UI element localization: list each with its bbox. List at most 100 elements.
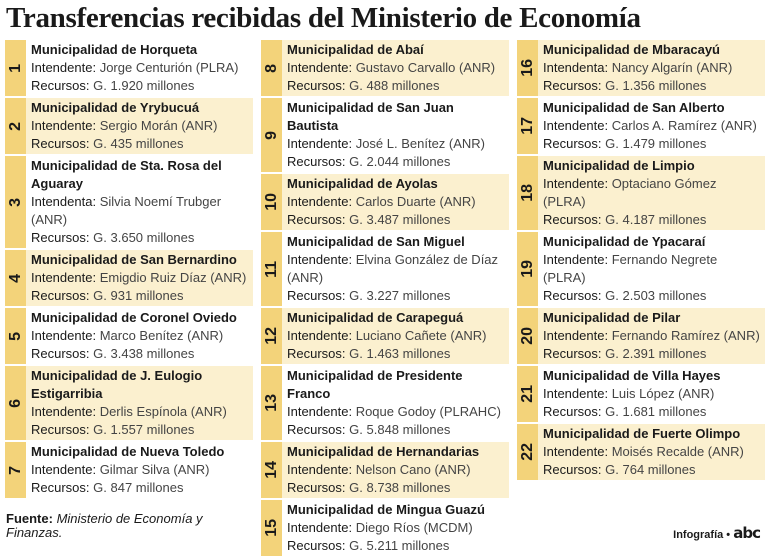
- item-number: 19: [518, 260, 536, 278]
- municipality-name: Municipalidad de J. Eulogio Estigarribia: [31, 368, 203, 401]
- resources-value: G. 488 millones: [349, 78, 440, 93]
- item-number: 18: [518, 184, 536, 202]
- municipality-card: 7 Municipalidad de Nueva Toledo Intendente…: [5, 442, 253, 498]
- card-body: Municipalidad de Villa Hayes Intendente: …: [538, 366, 725, 422]
- municipality-name: Municipalidad de Mingua Guazú: [287, 502, 485, 517]
- resources-row: Recursos: G. 847 millones: [31, 479, 224, 497]
- resources-value: G. 1.463 millones: [349, 346, 451, 361]
- municipality-name: Municipalidad de Limpio: [543, 158, 695, 173]
- resources-value: G. 3.650 millones: [93, 230, 195, 245]
- card-body: Municipalidad de San Bernardino Intendent…: [26, 250, 250, 306]
- resources-row: Recursos: G. 2.391 millones: [543, 345, 760, 363]
- municipality-card: 12 Municipalidad de Carapeguá Intendente: …: [261, 308, 509, 364]
- municipality-card: 11 Municipalidad de San Miguel Intendente:…: [261, 232, 509, 306]
- mayor-row: Intendente: Gustavo Carvallo (ANR): [287, 59, 495, 77]
- number-strip: 20: [517, 308, 538, 364]
- mayor-row: Intendente: Nelson Cano (ANR): [287, 461, 479, 479]
- municipality-card: 18 Municipalidad de Limpio Intendente: Opt…: [517, 156, 765, 230]
- resources-value: G. 5.848 millones: [349, 422, 451, 437]
- number-strip: 21: [517, 366, 538, 422]
- resources-label: Recursos:: [543, 136, 602, 151]
- resources-row: Recursos: G. 3.487 millones: [287, 211, 476, 229]
- resources-label: Recursos:: [31, 480, 90, 495]
- municipality-card: 1 Municipalidad de Horqueta Intendente: Jo…: [5, 40, 253, 96]
- resources-value: G. 3.487 millones: [349, 212, 451, 227]
- resources-label: Recursos:: [287, 346, 346, 361]
- role-label: Intendente:: [287, 252, 353, 267]
- number-strip: 15: [261, 500, 282, 556]
- role-label: Intendenta:: [31, 194, 97, 209]
- mayor-row: Intendente: Fernando Negrete (PLRA): [543, 251, 761, 287]
- role-label: Intendente:: [31, 118, 97, 133]
- title: Transferencias recibidas del Ministerio …: [6, 2, 641, 34]
- card-body: Municipalidad de Limpio Intendente: Optac…: [538, 156, 765, 230]
- role-label: Intendente:: [287, 328, 353, 343]
- resources-row: Recursos: G. 488 millones: [287, 77, 495, 95]
- mayor-name: Optaciano Gómez (PLRA): [543, 176, 717, 209]
- card-body: Municipalidad de San Miguel Intendente: E…: [282, 232, 509, 306]
- resources-value: G. 2.044 millones: [349, 154, 451, 169]
- number-strip: 18: [517, 156, 538, 230]
- card-body: Municipalidad de Hernandarias Intendente:…: [282, 442, 483, 498]
- role-label: Intendente:: [31, 328, 97, 343]
- number-strip: 2: [5, 98, 26, 154]
- resources-row: Recursos: G. 8.738 millones: [287, 479, 479, 497]
- municipality-name: Municipalidad de San Bernardino: [31, 252, 237, 267]
- role-label: Intendente:: [31, 270, 97, 285]
- item-number: 7: [6, 465, 24, 475]
- municipality-card: 5 Municipalidad de Coronel Oviedo Intenden…: [5, 308, 253, 364]
- mayor-row: Intendente: Emigdio Ruiz Díaz (ANR): [31, 269, 246, 287]
- mayor-row: Intendente: Carlos A. Ramírez (ANR): [543, 117, 757, 135]
- municipality-card: 22 Municipalidad de Fuerte Olimpo Intenden…: [517, 424, 765, 480]
- resources-value: G. 2.503 millones: [605, 288, 707, 303]
- mayor-row: Intendente: Gilmar Silva (ANR): [31, 461, 224, 479]
- mayor-name: Gilmar Silva (ANR): [99, 462, 210, 477]
- resources-row: Recursos: G. 2.044 millones: [287, 153, 505, 171]
- number-strip: 22: [517, 424, 538, 480]
- mayor-row: Intendente: Sergio Morán (ANR): [31, 117, 217, 135]
- mayor-name: Derlis Espínola (ANR): [99, 404, 227, 419]
- role-label: Intendente:: [543, 386, 609, 401]
- resources-row: Recursos: G. 3.227 millones: [287, 287, 505, 305]
- credit-text: Infografía •: [673, 529, 731, 541]
- resources-value: G. 1.681 millones: [605, 404, 707, 419]
- card-body: Municipalidad de Fuerte Olimpo Intendente…: [538, 424, 748, 480]
- resources-row: Recursos: G. 4.187 millones: [543, 211, 761, 229]
- number-strip: 7: [5, 442, 26, 498]
- mayor-row: Intendenta: Nancy Algarín (ANR): [543, 59, 732, 77]
- mayor-name: Nelson Cano (ANR): [355, 462, 471, 477]
- number-strip: 17: [517, 98, 538, 154]
- number-strip: 3: [5, 156, 26, 248]
- role-label: Intendente:: [543, 176, 609, 191]
- resources-value: G. 931 millones: [93, 288, 184, 303]
- card-body: Municipalidad de Horqueta Intendente: Jor…: [26, 40, 242, 96]
- mayor-name: Roque Godoy (PLRAHC): [355, 404, 501, 419]
- mayor-name: Diego Ríos (MCDM): [355, 520, 473, 535]
- municipality-card: 4 Municipalidad de San Bernardino Intenden…: [5, 250, 253, 306]
- mayor-name: Fernando Ramírez (ANR): [611, 328, 760, 343]
- role-label: Intendente:: [543, 252, 609, 267]
- municipality-name: Municipalidad de Carapeguá: [287, 310, 464, 325]
- municipality-name: Municipalidad de Hernandarias: [287, 444, 480, 459]
- mayor-row: Intendente: Derlis Espínola (ANR): [31, 403, 249, 421]
- number-strip: 1: [5, 40, 26, 96]
- mayor-name: Gustavo Carvallo (ANR): [355, 60, 496, 75]
- number-strip: 10: [261, 174, 282, 230]
- number-strip: 9: [261, 98, 282, 172]
- municipality-card: 2 Municipalidad de Yrybucuá Intendente: Se…: [5, 98, 253, 154]
- card-body: Municipalidad de Yrybucuá Intendente: Ser…: [26, 98, 221, 154]
- card-body: Municipalidad de Mbaracayú Intendenta: Na…: [538, 40, 736, 96]
- resources-label: Recursos:: [543, 404, 602, 419]
- item-number: 5: [6, 331, 24, 341]
- item-number: 17: [518, 117, 536, 135]
- mayor-row: Intendente: Roque Godoy (PLRAHC): [287, 403, 505, 421]
- number-strip: 13: [261, 366, 282, 440]
- credit: Infografía • abc: [673, 524, 761, 542]
- role-label: Intendente:: [31, 60, 97, 75]
- page: Transferencias recibidas del Ministerio …: [5, 2, 765, 556]
- source: Fuente: Ministerio de Economía y Finanza…: [6, 512, 226, 540]
- card-body: Municipalidad de San Alberto Intendente: …: [538, 98, 761, 154]
- mayor-row: Intendente: Luciano Cañete (ANR): [287, 327, 486, 345]
- municipality-name: Municipalidad de Horqueta: [31, 42, 198, 57]
- role-label: Intendente:: [543, 118, 609, 133]
